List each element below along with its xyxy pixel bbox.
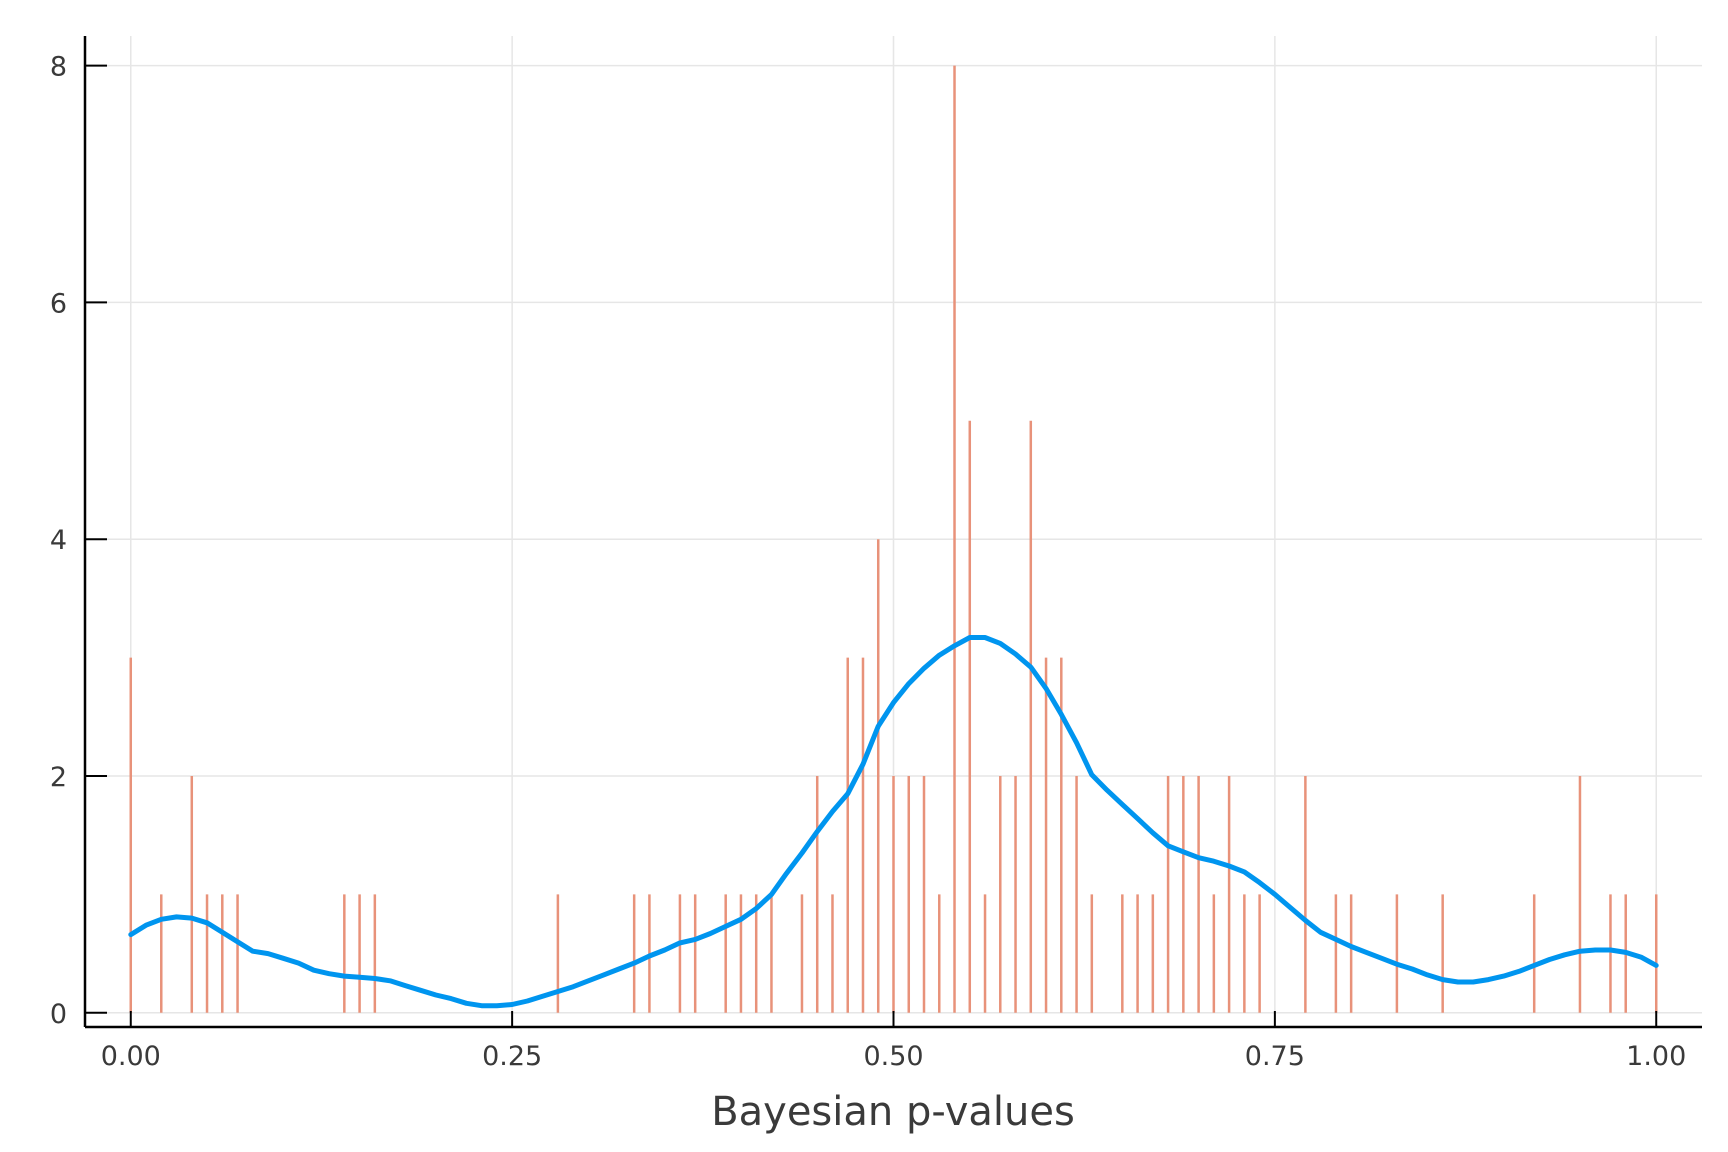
y-ticks: 0 2 4 6 8 bbox=[50, 52, 107, 1030]
bar-series bbox=[129, 65, 1658, 1013]
x-tick-label: 0.25 bbox=[482, 1041, 542, 1072]
x-axis-title: Bayesian p-values bbox=[711, 1089, 1075, 1135]
y-tick-label: 6 bbox=[50, 288, 67, 319]
y-tick-label: 2 bbox=[50, 762, 67, 793]
y-tick-label: 0 bbox=[50, 999, 67, 1030]
y-tick-label: 4 bbox=[50, 525, 67, 556]
y-tick-label: 8 bbox=[50, 52, 67, 83]
x-ticks: 0.00 0.25 0.50 0.75 1.00 bbox=[101, 1011, 1686, 1072]
density-series bbox=[128, 635, 1659, 1009]
x-tick-label: 0.50 bbox=[863, 1041, 923, 1072]
x-tick-label: 1.00 bbox=[1626, 1041, 1686, 1072]
x-tick-label: 0.75 bbox=[1245, 1041, 1305, 1072]
x-tick-label: 0.00 bbox=[101, 1041, 161, 1072]
density-line bbox=[128, 635, 1659, 1009]
